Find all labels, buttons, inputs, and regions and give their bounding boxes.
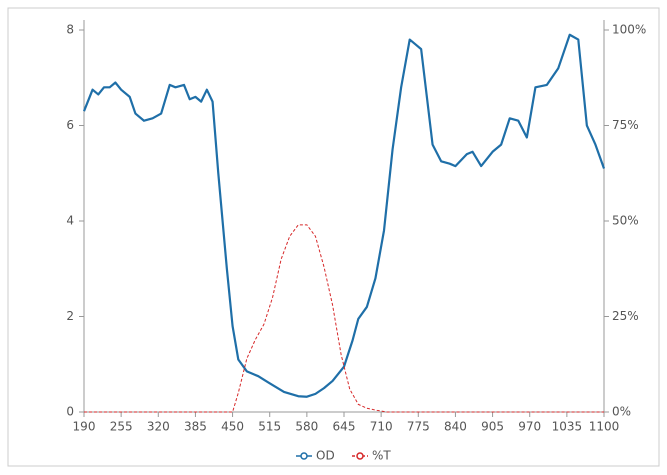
y-tick-label: 0 (66, 405, 74, 419)
x-tick-label: 190 (73, 420, 96, 434)
x-tick-label: 775 (407, 420, 430, 434)
x-tick-label: 580 (295, 420, 318, 434)
y2-tick-label: 25% (612, 309, 639, 323)
x-tick-label: 1035 (552, 420, 583, 434)
y2-tick-label: 50% (612, 214, 639, 228)
y2-tick-label: 75% (612, 118, 639, 132)
y2-tick-label: 0% (612, 405, 631, 419)
frame (7, 7, 660, 467)
x-tick-label: 450 (221, 420, 244, 434)
legend-marker (300, 452, 308, 460)
y-tick-label: 4 (66, 214, 74, 228)
series-line (84, 224, 604, 413)
y2-tick-label: 100% (612, 23, 646, 37)
y-tick-label: 8 (66, 23, 74, 37)
y-tick-label: 2 (66, 309, 74, 323)
x-tick-label: 840 (444, 420, 467, 434)
x-tick-label: 255 (110, 420, 133, 434)
legend-label: %T (372, 449, 391, 463)
x-tick-label: 645 (333, 420, 356, 434)
x-tick-label: 905 (481, 420, 504, 434)
y-tick-label: 6 (66, 118, 74, 132)
x-tick-label: 515 (258, 420, 281, 434)
legend-marker (356, 452, 364, 460)
legend-label: OD (316, 449, 335, 463)
x-tick-label: 710 (370, 420, 393, 434)
x-tick-label: 970 (518, 420, 541, 434)
series-line (82, 33, 606, 398)
x-tick-label: 385 (184, 420, 207, 434)
x-tick-label: 320 (147, 420, 170, 434)
x-tick-label: 1100 (589, 420, 620, 434)
